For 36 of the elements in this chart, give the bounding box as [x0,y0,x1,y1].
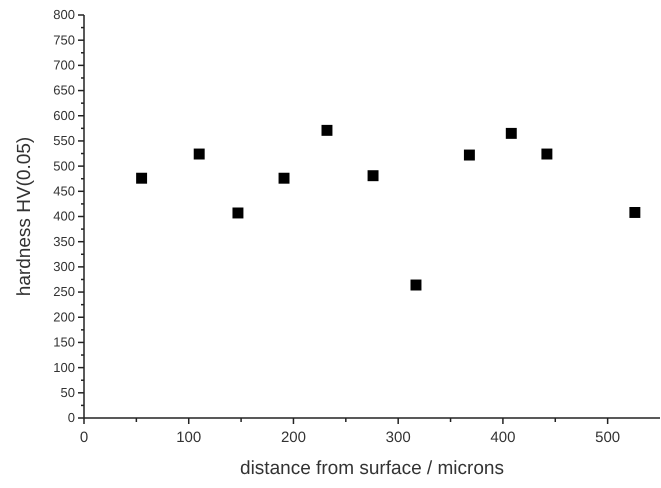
x-tick-label: 400 [490,429,516,446]
point [629,206,640,218]
x-tick-label: 300 [386,429,411,446]
y-tick-label: 600 [53,108,75,123]
y-tick-label: 750 [53,32,75,48]
y-tick-label: 300 [53,259,75,274]
y-tick-label: 700 [53,58,75,73]
y-tick-label: 500 [53,158,75,174]
point [278,172,290,184]
y-tick-label: 800 [53,7,75,22]
y-tick-label: 0 [68,410,75,426]
y-axis-title: hardness HV(0.05) [14,136,35,296]
point [194,148,205,160]
x-tick-label: 500 [595,429,620,446]
y-tick-label: 650 [53,82,75,98]
y-tick-label: 350 [53,234,75,249]
point [232,207,244,218]
y-tick-label: 550 [53,133,75,148]
y-tick-label: 150 [53,334,75,350]
point [506,128,517,139]
point [464,150,475,161]
x-tick-label: 100 [176,429,202,446]
y-tick-label: 100 [53,360,75,375]
point [136,172,148,184]
y-tick-label: 400 [53,208,75,224]
y-tick-label: 250 [53,284,75,300]
point [368,170,379,182]
y-tick-label: 200 [53,309,75,324]
y-tick-label: 50 [60,384,75,400]
point [410,280,422,290]
x-tick-label: 200 [280,429,306,446]
x-axis-title: distance from surface / microns [240,458,504,479]
x-tick-label: 0 [80,429,88,446]
y-tick-label: 450 [53,183,75,198]
point [541,148,552,160]
point [321,124,332,136]
